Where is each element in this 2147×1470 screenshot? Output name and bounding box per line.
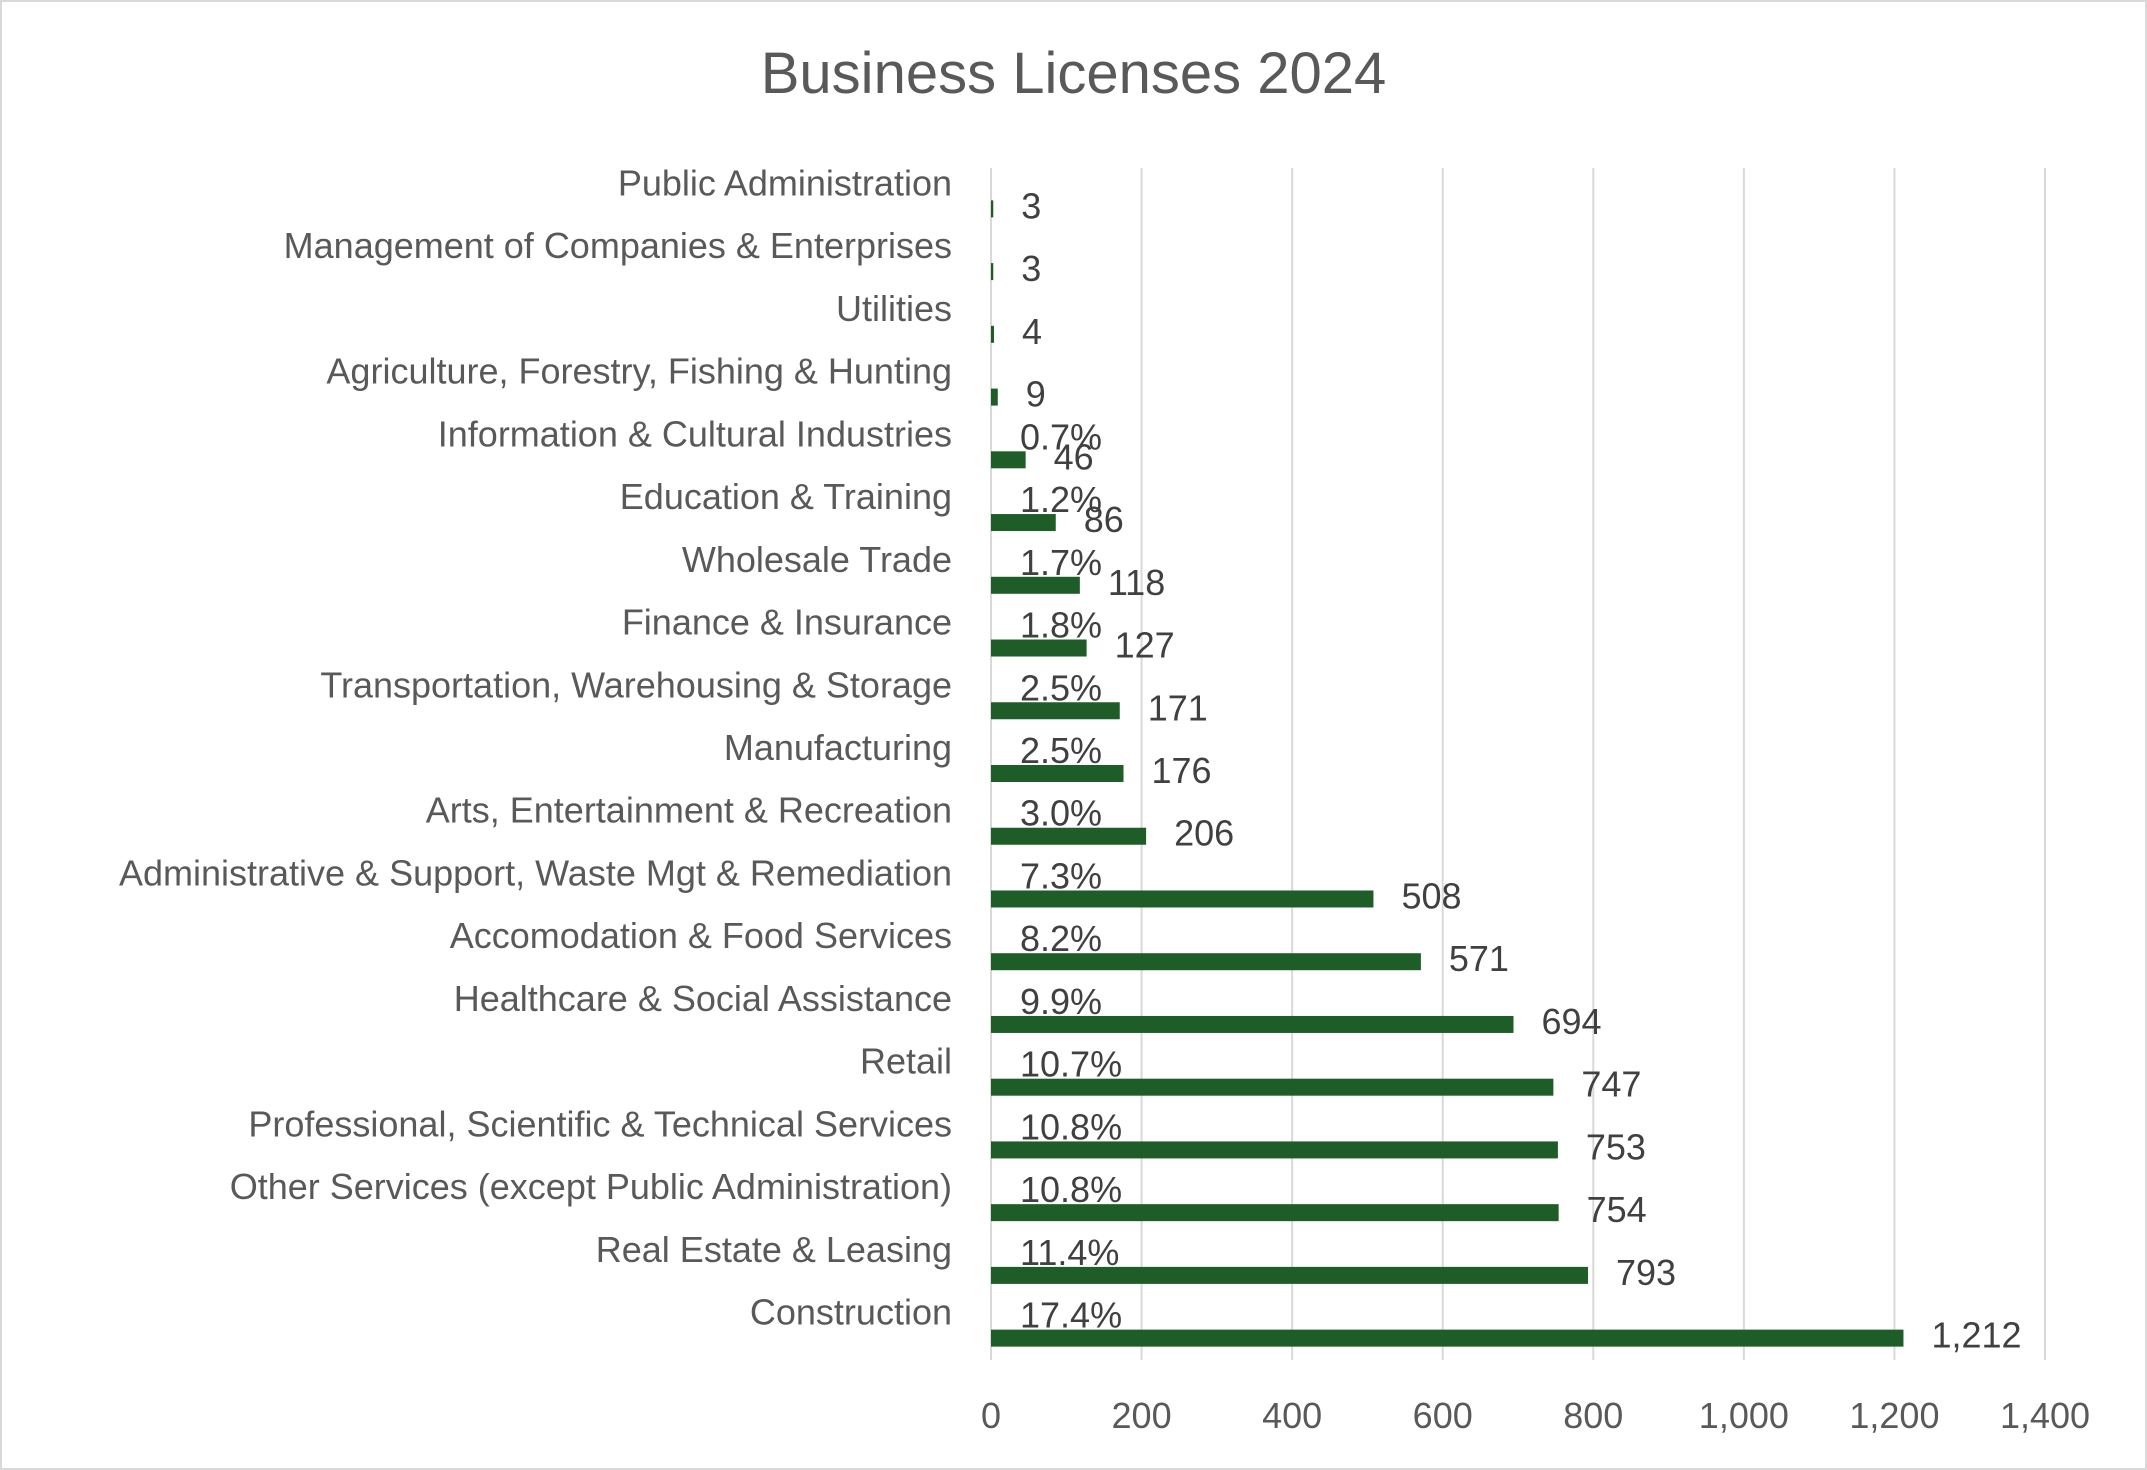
percent-label: 7.3% [1020,855,1102,896]
bar [991,1204,1559,1222]
percent-label: 9.9% [1020,981,1102,1022]
bar [991,451,1026,469]
value-label: 694 [1541,1001,1601,1042]
percent-label: 8.2% [1020,918,1102,959]
category-label: Other Services (except Public Administra… [230,1166,952,1207]
bar [991,263,994,281]
x-tick-label: 0 [981,1395,1001,1436]
category-label: Arts, Entertainment & Recreation [426,790,952,831]
bar [991,702,1120,720]
value-label: 176 [1152,750,1212,791]
category-label: Public Administration [618,162,952,203]
category-label: Education & Training [620,476,952,517]
bar [991,1015,1514,1033]
bar [991,765,1124,782]
bar [991,890,1374,908]
percent-label: 10.8% [1020,1169,1122,1210]
x-tick-label: 800 [1563,1395,1623,1436]
percent-label: 2.5% [1020,667,1102,708]
x-tick-label: 1,200 [1849,1395,1939,1436]
percent-label: 17.4% [1020,1295,1122,1336]
value-label: 46 [1054,436,1094,477]
value-label: 118 [1108,562,1165,603]
category-label: Construction [750,1292,952,1333]
value-label: 9 [1026,374,1046,415]
category-label: Finance & Insurance [622,602,952,643]
value-label: 4 [1022,311,1042,352]
value-label: 3 [1021,248,1041,289]
category-label: Utilities [836,288,952,329]
x-tick-label: 1,400 [2000,1395,2090,1436]
percent-label: 1.7% [1020,542,1102,583]
category-label: Agriculture, Forestry, Fishing & Hunting [326,351,952,392]
bar [991,325,995,343]
value-label: 571 [1449,938,1509,979]
value-label: 206 [1174,813,1234,854]
bar [991,1141,1558,1159]
x-tick-label: 200 [1112,1395,1172,1436]
category-label: Information & Cultural Industries [438,413,952,454]
x-tick-label: 400 [1262,1395,1322,1436]
percent-label: 11.4% [1020,1232,1119,1273]
bar [991,953,1421,971]
category-label: Transportation, Warehousing & Storage [320,664,952,705]
category-label: Healthcare & Social Assistance [454,978,952,1019]
percent-label: 2.5% [1020,730,1102,771]
percent-label: 1.8% [1020,605,1102,646]
value-label: 86 [1084,499,1124,540]
category-label: Real Estate & Leasing [596,1229,952,1270]
value-label: 1,212 [1931,1315,2021,1356]
bar [991,1078,1554,1096]
category-label: Accomodation & Food Services [450,915,952,956]
category-label: Administrative & Support, Waste Mgt & Re… [119,852,952,893]
category-label: Wholesale Trade [682,539,952,580]
value-label: 747 [1581,1064,1641,1105]
value-label: 754 [1587,1189,1647,1230]
value-label: 753 [1586,1126,1646,1167]
chart-title: Business Licenses 2024 [760,41,1387,106]
value-label: 3 [1021,185,1041,226]
bar [991,388,998,406]
value-label: 171 [1148,687,1208,728]
category-label: Professional, Scientific & Technical Ser… [248,1103,952,1144]
bar [991,639,1087,657]
bar [991,1329,1904,1347]
bar [991,1266,1589,1284]
value-label: 127 [1115,625,1175,666]
value-label: 793 [1616,1252,1676,1293]
category-label: Management of Companies & Enterprises [284,225,952,266]
percent-label: 0.7% [1020,416,1102,457]
bar [991,576,1080,594]
percent-label: 3.0% [1020,793,1102,834]
category-label: Retail [860,1041,952,1082]
bar [991,827,1147,845]
category-label: Manufacturing [724,727,952,768]
x-tick-label: 1,000 [1699,1395,1789,1436]
percent-label: 10.7% [1020,1044,1122,1085]
bar [991,200,994,218]
value-label: 508 [1401,875,1461,916]
bar [991,514,1056,532]
percent-label: 10.8% [1020,1106,1122,1147]
x-tick-label: 600 [1413,1395,1473,1436]
percent-label: 1.2% [1020,479,1102,520]
